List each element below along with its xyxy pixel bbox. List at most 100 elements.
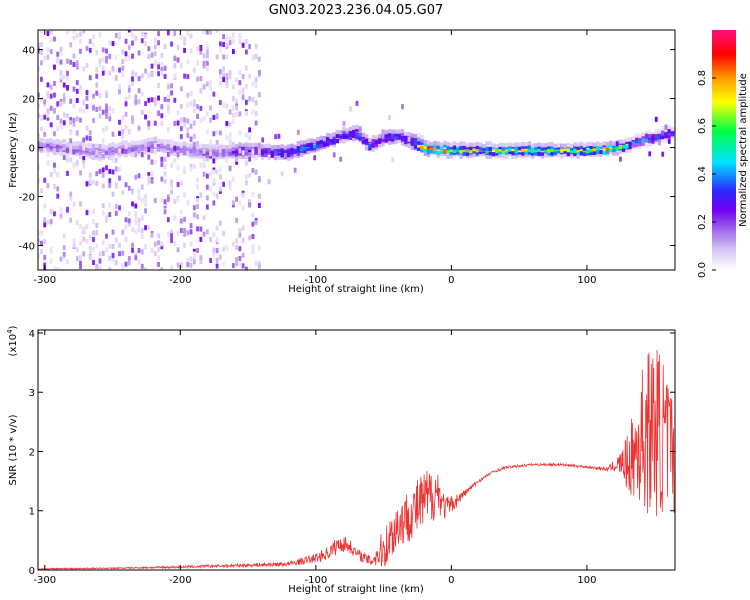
spectrogram-cell xyxy=(72,201,76,207)
figure-title: GN03.2023.236.04.05.G07 xyxy=(269,3,444,18)
spectrogram-cell xyxy=(254,120,258,126)
spectrogram-cell xyxy=(658,140,661,146)
spectrogram-cell xyxy=(462,145,467,150)
spectrogram-cell xyxy=(664,124,668,130)
spectrogram-cell xyxy=(645,133,648,139)
spectrogram-cell xyxy=(101,109,105,115)
spectrogram-cell xyxy=(439,149,444,154)
spectrogram-cell xyxy=(192,67,196,73)
spectrogram-cell xyxy=(95,106,99,112)
spectrogram-cell xyxy=(69,130,73,136)
spectrogram-cell xyxy=(179,63,183,69)
spectrogram-cell xyxy=(186,132,190,138)
spectrogram-cell xyxy=(238,89,242,95)
spectrogram-cell xyxy=(417,133,421,138)
spectrogram-cell xyxy=(121,229,125,235)
spectrogram-cell xyxy=(79,85,82,91)
spectrogram-cell xyxy=(163,144,167,149)
spectrogram-cell xyxy=(472,149,476,154)
spectrogram-cell xyxy=(205,60,209,66)
spectrogram-cell xyxy=(202,84,206,90)
spectrogram-cell xyxy=(69,116,73,122)
spectrogram-cell xyxy=(433,147,437,152)
spectrogram-cell xyxy=(222,149,226,155)
x-tick-label: -200 xyxy=(169,275,192,286)
spectrogram-cell xyxy=(517,146,522,151)
spectrogram-cell xyxy=(117,145,122,150)
spectrogram-cell xyxy=(85,238,89,244)
spectrogram-cell xyxy=(118,130,121,136)
spectrogram-cell xyxy=(62,82,66,88)
spectrogram-cell xyxy=(556,152,561,157)
spectrogram-cell xyxy=(205,147,210,152)
spectrogram-cell xyxy=(504,154,509,159)
spectrogram-cell xyxy=(628,142,632,147)
spectrogram-cell xyxy=(238,129,242,135)
spectrogram-cell xyxy=(153,120,157,126)
spectrogram-cell xyxy=(183,231,186,237)
spectrogram-cell xyxy=(85,135,89,141)
spectrogram-cell xyxy=(160,67,164,73)
spectrogram-cell xyxy=(247,147,252,153)
spectrogram-cell xyxy=(98,62,102,68)
spectrogram-cell xyxy=(160,113,164,119)
spectrogram-cell xyxy=(163,65,167,71)
spectrogram-cell xyxy=(150,71,154,77)
y-tick-label: 2 xyxy=(29,447,35,458)
spectrogram-cell xyxy=(238,148,242,154)
spectrogram-cell xyxy=(426,140,431,145)
spectrogram-cell xyxy=(316,143,320,149)
spectrogram-cell xyxy=(592,147,597,152)
spectrogram-cell xyxy=(667,124,671,130)
spectrogram-cell xyxy=(144,201,147,207)
spectrogram-cell xyxy=(608,149,613,155)
spectrogram-cell xyxy=(157,82,160,88)
spectrogram-cell xyxy=(264,143,268,149)
spectrogram-cell xyxy=(108,178,112,184)
spectrogram-cell xyxy=(365,146,369,151)
spectrogram-cell xyxy=(140,197,144,203)
spectrogram-cell xyxy=(134,35,138,41)
spectrogram-cell xyxy=(101,57,105,63)
spectrogram-cell xyxy=(306,146,310,151)
spectrogram-cell xyxy=(192,153,197,159)
spectrogram-cell xyxy=(179,180,183,186)
spectrogram-cell xyxy=(130,143,135,148)
spectrogram-cell xyxy=(342,121,346,127)
spectrogram-cell xyxy=(235,156,239,162)
spectrogram-cell xyxy=(225,245,229,251)
spectrogram-cell xyxy=(254,146,258,151)
spectrogram-cell xyxy=(212,180,216,186)
spectrogram-cell xyxy=(111,131,115,137)
spectrogram-cell xyxy=(173,30,177,36)
spectrogram-cell xyxy=(189,33,193,39)
spectrogram-cell xyxy=(130,147,135,152)
spectrogram-cell xyxy=(66,58,69,64)
spectrogram-cell xyxy=(189,152,193,157)
spectrogram-cell xyxy=(267,179,271,185)
spectrogram-cell xyxy=(183,216,186,222)
spectrogram-cell xyxy=(131,242,134,248)
spectrogram-cell xyxy=(222,41,226,47)
spectrogram-cell xyxy=(150,97,154,103)
spectrogram-cell xyxy=(192,141,196,147)
spectrogram-cell xyxy=(264,146,268,151)
spectrogram-cell xyxy=(361,139,366,144)
spectrogram-cell xyxy=(654,133,658,139)
spectrogram-cell xyxy=(114,143,118,148)
spectrogram-cell xyxy=(170,147,173,153)
spectrogram-cell xyxy=(267,147,271,153)
spectrogram-cell xyxy=(91,150,96,155)
spectrogram-cell xyxy=(98,105,102,111)
spectrogram-cell xyxy=(589,141,593,147)
spectrogram-cell xyxy=(46,93,50,99)
spectrogram-cell xyxy=(131,247,134,253)
spectrogram-cell xyxy=(205,129,209,135)
spectrogram-cell xyxy=(592,150,597,156)
spectrogram-cell xyxy=(228,147,232,152)
spectrogram-cell xyxy=(101,250,105,256)
spectrogram-cell xyxy=(98,258,102,264)
spectrogram-cell xyxy=(286,146,291,152)
spectrogram-cell xyxy=(631,143,636,148)
